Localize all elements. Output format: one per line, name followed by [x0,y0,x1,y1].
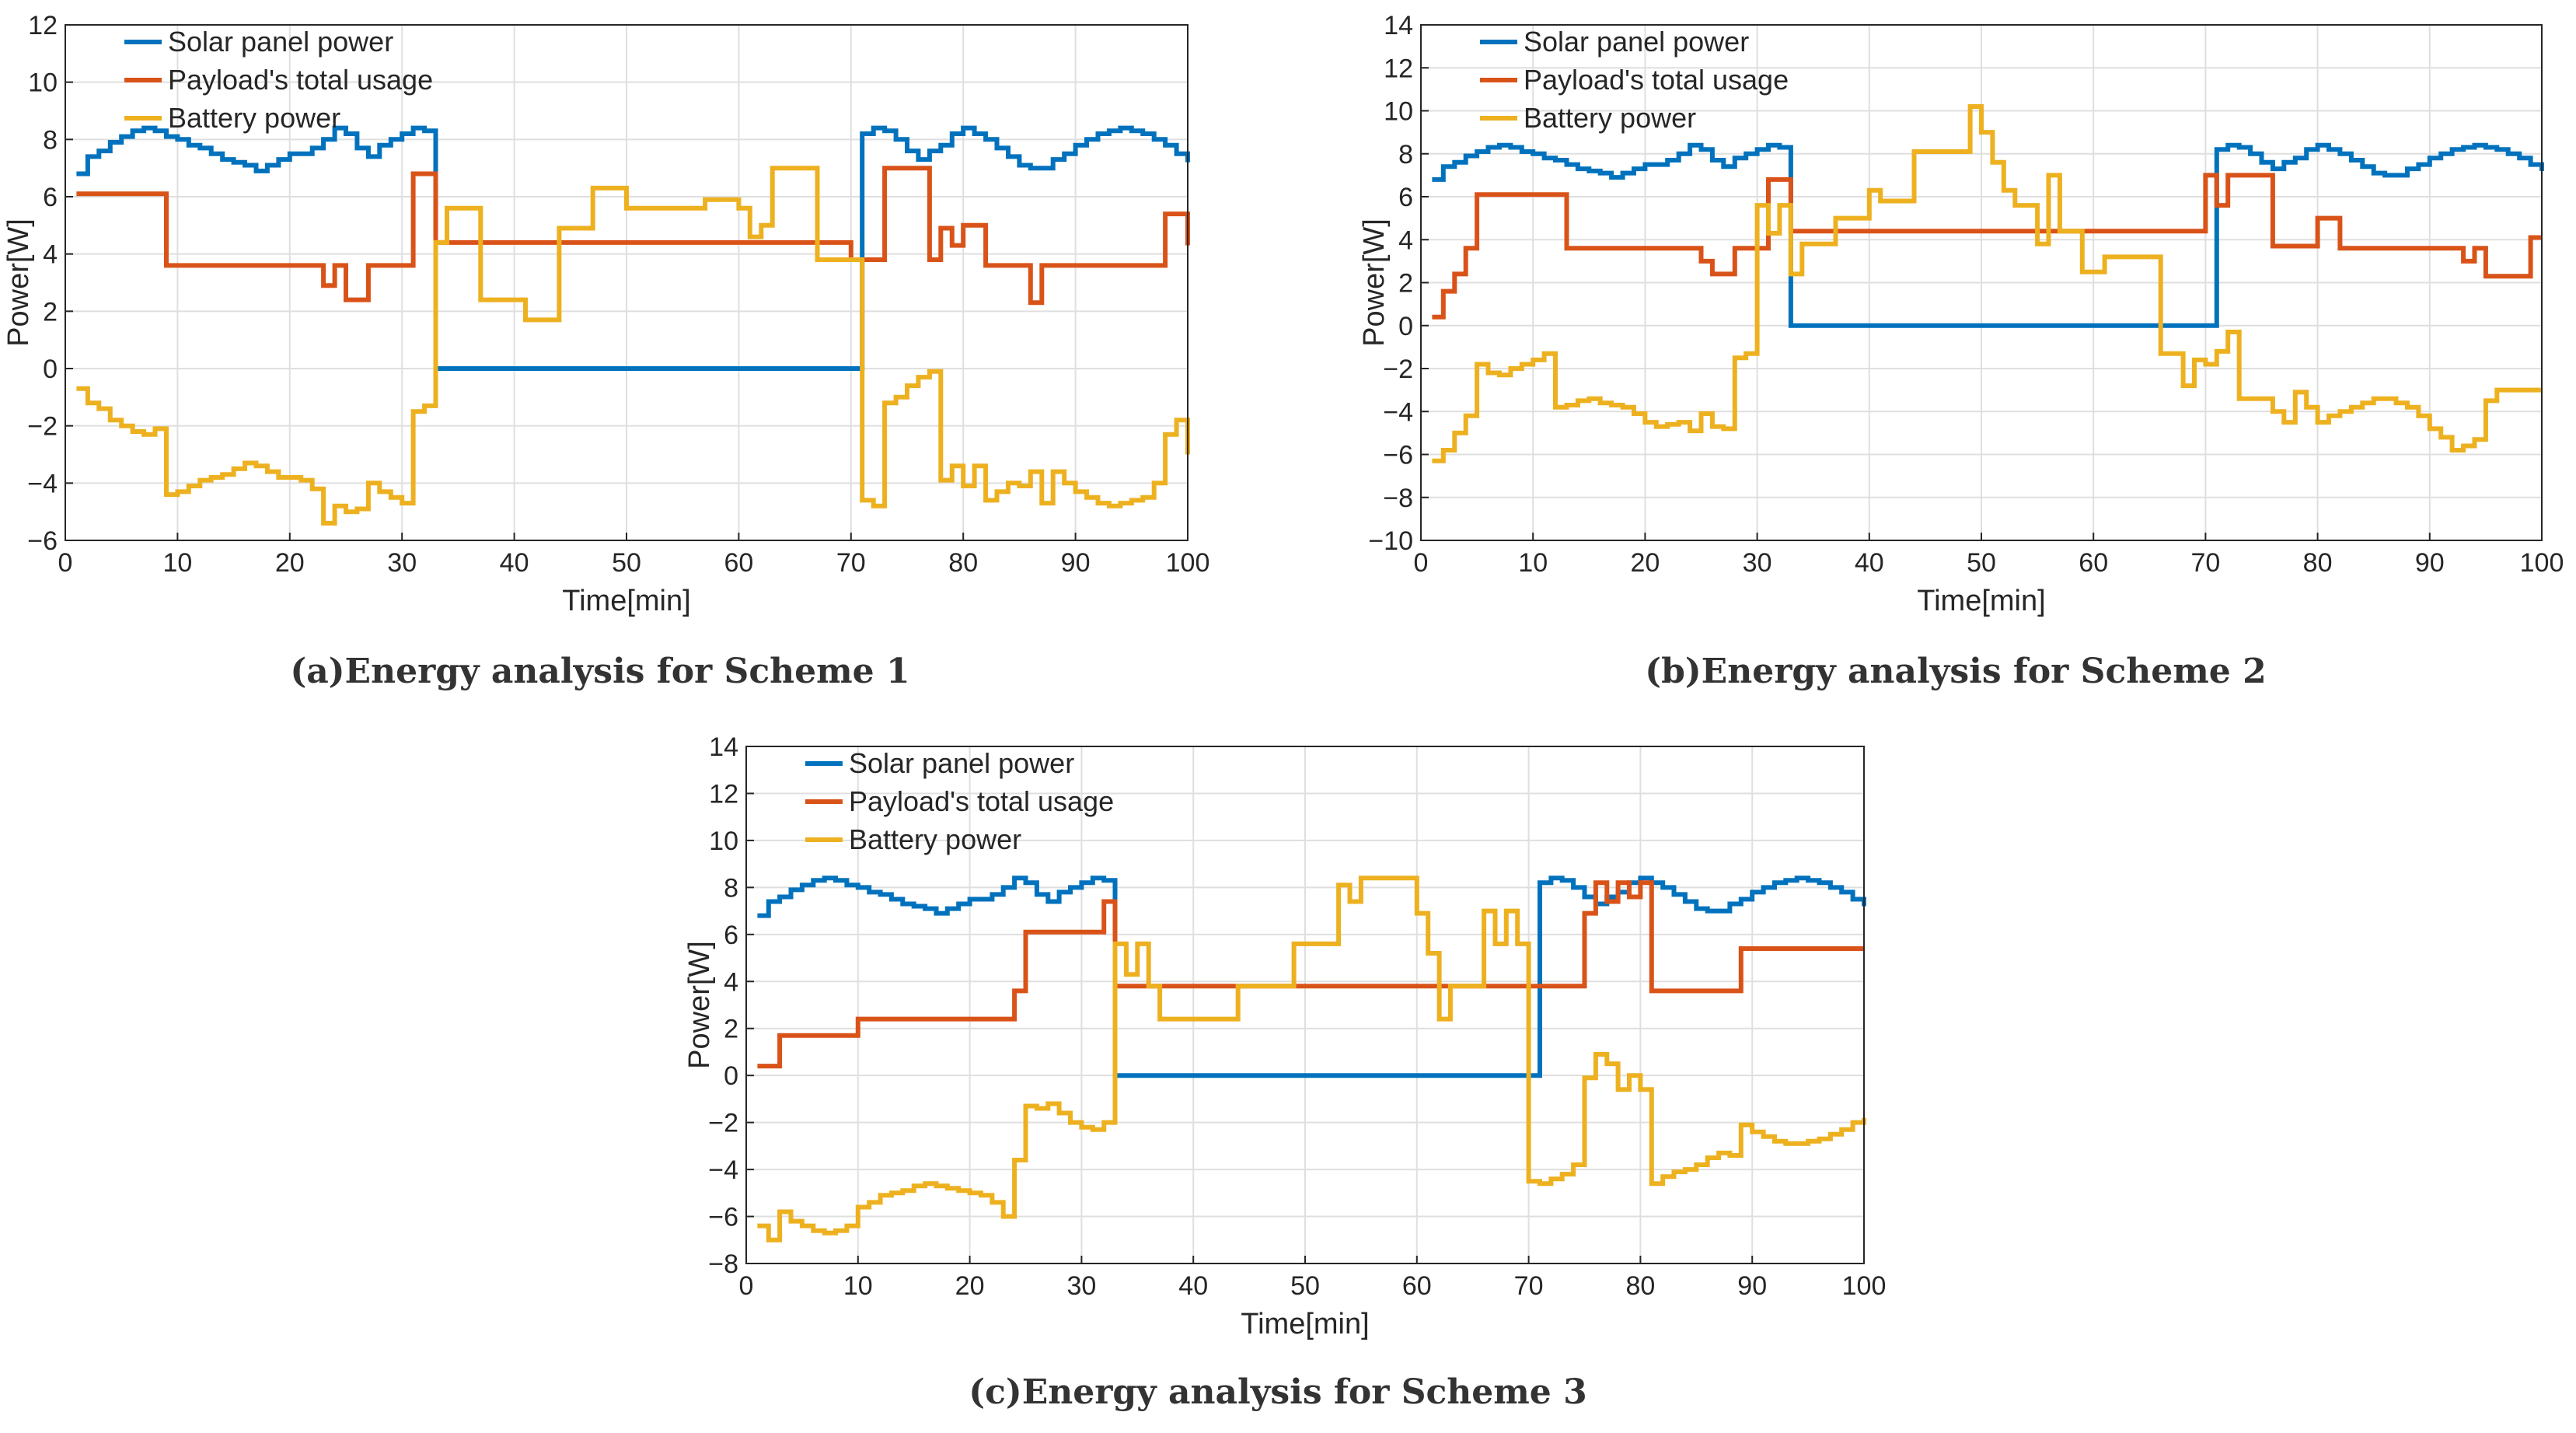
y-axis-label-b: Power[W] [1358,218,1391,347]
x-tick-label-b: 100 [2520,548,2564,578]
y-tick-label-c: −2 [708,1109,738,1138]
y-tick-label-a: −2 [27,412,58,442]
y-axis-label-c: Power[W] [683,941,716,1069]
caption-c: (c)Energy analysis for Scheme 3 [969,1372,1586,1412]
legend-label-battery-b: Battery power [1524,102,1696,134]
x-tick-label-b: 40 [1855,548,1884,578]
y-tick-label-a: 4 [43,240,58,270]
x-tick-label-b: 0 [1414,548,1429,578]
x-tick-label-b: 50 [1967,548,1996,578]
chart-panel-c: 0 10 20 30 40 50 60 70 80 90 100 −8 −6 −4 −2 0 2 4 6 8 10 12 1… [683,732,1886,1340]
x-tick-label-b: 10 [1518,548,1548,578]
y-tick-label-c: −8 [708,1250,738,1279]
legend-c: Solar panel power Payload's total usage Ba… [805,747,1114,855]
x-tick-label-a: 0 [58,548,73,578]
y-tick-label-b: 2 [1398,269,1413,299]
x-tick-label-c: 40 [1178,1271,1208,1301]
x-tick-label-c: 90 [1737,1271,1767,1301]
y-tick-label-c: 6 [724,921,738,950]
x-tick-label-c: 100 [1842,1271,1887,1301]
y-tick-label-b: 14 [1384,11,1413,40]
caption-a: (a)Energy analysis for Scheme 1 [290,652,909,691]
y-tick-label-a: 8 [43,125,58,155]
y-tick-label-c: 0 [724,1061,738,1091]
y-tick-label-b: 12 [1384,54,1413,83]
legend-label-payload-b: Payload's total usage [1524,64,1789,96]
x-tick-label-a: 50 [612,548,641,578]
series-solar-line-b [1432,142,2544,328]
legend-b: Solar panel power Payload's total usage Ba… [1480,26,1789,134]
x-axis-label-a: Time[min] [562,585,690,617]
x-axis-label-b: Time[min] [1917,585,2045,617]
y-tick-label-a: 10 [28,68,58,98]
x-tick-label-c: 80 [1625,1271,1655,1301]
x-tick-label-c: 50 [1290,1271,1320,1301]
y-tick-label-c: 2 [724,1015,738,1044]
x-tick-label-b: 20 [1630,548,1660,578]
legend-label-payload-a: Payload's total usage [168,64,433,96]
x-tick-label-c: 20 [955,1271,985,1301]
x-axis-label-c: Time[min] [1241,1308,1369,1340]
y-tick-label-b: −10 [1368,526,1413,556]
y-tick-label-c: 12 [709,779,738,809]
y-tick-label-a: −6 [27,526,58,556]
y-tick-label-a: −4 [27,469,58,498]
legend-a: Solar panel power Payload's total usage Ba… [124,26,433,134]
x-tick-label-a: 100 [1166,548,1210,578]
x-tick-label-a: 60 [724,548,753,578]
y-tick-label-c: 4 [724,967,738,997]
y-tick-label-a: 12 [28,11,58,40]
series-payload-line-a [76,166,1190,306]
y-tick-label-b: 10 [1384,97,1413,127]
y-tick-label-b: −8 [1383,484,1413,513]
y-tick-label-a: 2 [43,297,58,327]
legend-label-solar-c: Solar panel power [849,747,1074,779]
legend-label-battery-c: Battery power [849,823,1021,855]
x-tick-label-a: 30 [387,548,417,578]
x-tick-label-c: 60 [1402,1271,1432,1301]
x-tick-label-a: 10 [162,548,192,578]
y-tick-label-c: −6 [708,1203,738,1232]
x-tick-label-a: 20 [275,548,305,578]
chart-panel-a: 0 10 20 30 40 50 60 70 80 90 100 −6 −4 −2 0 2 4 6 8 10 12 Tim… [2,11,1209,617]
x-tick-label-a: 40 [500,548,529,578]
y-tick-label-c: −4 [708,1155,738,1185]
y-tick-label-c: 8 [724,873,738,903]
chart-panel-b: 0 10 20 30 40 50 60 70 80 90 100 −10 −8 −6 −4 −2 0 2 4 6 8 10… [1358,11,2564,617]
x-tick-label-c: 30 [1066,1271,1096,1301]
y-tick-label-c: 14 [709,732,738,762]
x-tick-label-b: 30 [1743,548,1772,578]
series-battery-line-c [757,876,1866,1243]
y-tick-label-b: −2 [1383,355,1413,384]
series-battery-line-b [1432,104,2542,463]
x-tick-label-c: 10 [843,1271,873,1301]
x-tick-label-b: 80 [2303,548,2333,578]
y-axis-label-a: Power[W] [2,218,35,347]
x-tick-label-c: 0 [739,1271,754,1301]
x-tick-label-b: 90 [2415,548,2445,578]
legend-label-battery-a: Battery power [168,102,340,134]
x-tick-label-a: 80 [948,548,978,578]
x-tick-label-a: 90 [1061,548,1091,578]
x-tick-label-b: 60 [2079,548,2108,578]
x-tick-label-a: 70 [836,548,866,578]
series-battery-line-a [76,166,1190,526]
caption-b: (b)Energy analysis for Scheme 2 [1645,652,2266,691]
x-tick-label-b: 70 [2190,548,2220,578]
y-tick-label-b: 8 [1398,140,1413,170]
y-tick-label-a: 0 [43,355,58,384]
y-tick-label-b: 0 [1398,312,1413,341]
y-tick-label-c: 10 [709,827,738,856]
y-tick-label-b: 6 [1398,183,1413,212]
legend-label-solar-a: Solar panel power [168,26,393,58]
legend-label-solar-b: Solar panel power [1524,26,1749,58]
y-tick-label-a: 6 [43,183,58,212]
legend-label-payload-c: Payload's total usage [849,785,1114,817]
y-tick-label-b: −4 [1383,397,1413,427]
y-tick-label-b: −6 [1383,441,1413,470]
x-tick-label-c: 70 [1514,1271,1544,1301]
y-tick-label-b: 4 [1398,225,1413,255]
